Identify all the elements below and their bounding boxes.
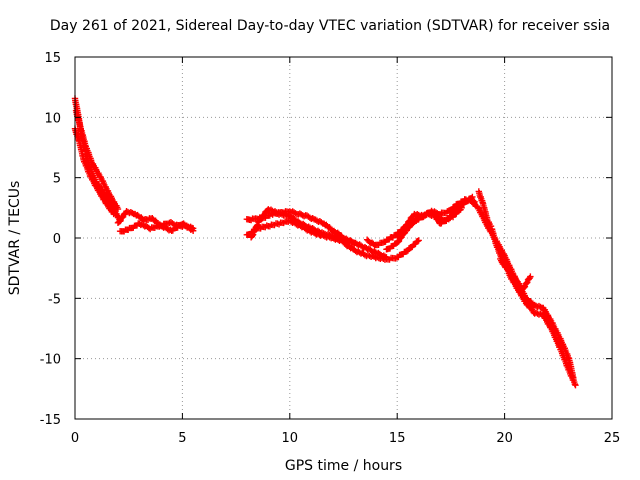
data-point (114, 205, 122, 213)
x-tick-label: 15 (389, 431, 406, 446)
y-axis-label: SDTVAR / TECUs (7, 181, 23, 296)
y-tick-label: 5 (53, 172, 61, 187)
data-point (523, 279, 530, 287)
data-points (71, 95, 579, 389)
data-point (414, 237, 421, 245)
y-tick-label: 0 (53, 232, 61, 247)
data-point (537, 310, 544, 317)
x-tick-label: 25 (604, 431, 621, 446)
x-tick-label: 5 (178, 431, 186, 446)
y-tick-label: -10 (40, 353, 61, 368)
x-tick-label: 10 (282, 431, 299, 446)
x-tick-label: 20 (496, 431, 513, 446)
y-tick-label: -15 (40, 413, 61, 428)
x-tick-label: 0 (71, 431, 79, 446)
data-point (487, 222, 495, 230)
data-point (527, 273, 534, 280)
data-point (415, 237, 422, 244)
chart-title: Day 261 of 2021, Sidereal Day-to-day VTE… (49, 18, 611, 34)
x-axis-label: GPS time / hours (285, 458, 402, 474)
data-point (138, 214, 145, 221)
y-tick-label: 15 (44, 51, 61, 66)
data-point (572, 382, 579, 389)
y-tick-label: 10 (44, 111, 61, 126)
axis-ticks: 0 5 10 15 20 25 -15 -10 -5 0 5 10 15 (40, 51, 621, 446)
data-point (189, 227, 197, 234)
data-point (110, 210, 117, 218)
data-point (537, 303, 544, 311)
data-point (416, 212, 424, 220)
data-point (129, 209, 136, 217)
y-tick-label: -5 (48, 292, 61, 307)
